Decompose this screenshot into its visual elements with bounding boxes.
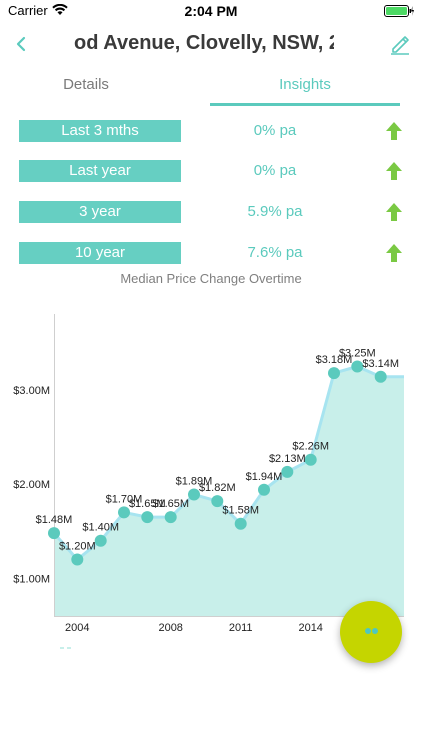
data-point[interactable] [71, 553, 84, 566]
stat-row-10-year: 10 year 7.6% pa [0, 242, 422, 264]
data-label: $1.89M [176, 476, 213, 488]
tab-insights[interactable]: Insights [279, 76, 331, 93]
y-axis-ticks: $1.00M $2.00M $3.00M [13, 385, 50, 585]
data-label: $1.40M [82, 522, 119, 534]
stat-label: Last year [19, 160, 181, 182]
carrier-label: Carrier [8, 3, 48, 18]
stat-value: 0% pa [253, 122, 297, 139]
data-label: $1.94M [246, 471, 283, 483]
chart-title: Median Price Change Overtime [120, 271, 302, 286]
arrow-up-icon [386, 122, 402, 140]
x-tick-label: 2008 [158, 622, 182, 634]
price-chart: $1.00M $2.00M $3.00M 2004 2008 2011 2014 $1.4… [0, 290, 422, 670]
data-point[interactable] [374, 370, 387, 383]
stat-value: 5.9% pa [247, 203, 303, 220]
tab-details[interactable]: Details [63, 76, 109, 93]
data-label: $3.25M [339, 348, 376, 360]
data-point[interactable] [328, 367, 340, 380]
stat-label: Last 3 mths [19, 120, 181, 142]
tab-selected-indicator [210, 103, 400, 106]
data-point[interactable] [141, 511, 154, 524]
y-tick-label: $2.00M [13, 479, 50, 491]
status-bar: Carrier 2:04 PM [0, 0, 422, 22]
battery-icon [384, 5, 414, 17]
data-points [48, 360, 387, 566]
data-label: $2.26M [292, 441, 329, 453]
data-label: $3.14M [362, 358, 399, 370]
data-label: $2.13M [269, 453, 306, 465]
data-point[interactable] [164, 511, 177, 524]
chart-line [52, 364, 404, 562]
page-title: od Avenue, Clovelly, NSW, 2 [74, 32, 334, 54]
arrow-up-icon [386, 203, 402, 221]
nav-bar: od Avenue, Clovelly, NSW, 2 [0, 22, 422, 66]
nav-title-container: od Avenue, Clovelly, NSW, 2 [44, 32, 334, 58]
data-point[interactable] [211, 495, 224, 508]
data-point[interactable] [281, 465, 294, 478]
x-tick-label: 2014 [298, 622, 322, 634]
x-axis-ticks: 2004 2008 2011 2014 [65, 622, 323, 634]
x-tick-label: 2004 [65, 622, 89, 634]
edit-button[interactable] [388, 32, 412, 56]
wifi-icon [52, 4, 68, 15]
stat-label: 3 year [19, 201, 181, 223]
stat-value: 0% pa [253, 162, 297, 179]
data-point[interactable] [118, 506, 130, 519]
data-label: $1.65M [129, 498, 166, 510]
stat-row-last-year: Last year 0% pa [0, 160, 422, 182]
data-label: $1.58M [222, 505, 259, 517]
tab-bar: Details Insights [0, 70, 422, 108]
arrow-up-icon [386, 162, 402, 180]
arrow-up-icon [386, 244, 402, 262]
back-button[interactable] [12, 32, 32, 56]
stat-value: 7.6% pa [247, 244, 303, 261]
pencil-icon [391, 36, 409, 55]
chart-area [54, 366, 404, 616]
data-point[interactable] [94, 534, 107, 547]
data-label: $1.70M [106, 493, 143, 505]
dot-icon [365, 628, 371, 634]
data-label: $1.65M [152, 498, 189, 510]
data-point[interactable] [351, 360, 364, 373]
data-point[interactable] [234, 517, 247, 530]
floating-action-button[interactable] [340, 601, 402, 663]
data-labels: $1.48M$1.20M$1.40M$1.70M$1.65M$1.65M$1.8… [36, 348, 399, 553]
y-tick-label: $1.00M [13, 573, 50, 585]
stat-row-last-3-months: Last 3 mths 0% pa [0, 120, 422, 142]
data-point[interactable] [258, 483, 270, 496]
data-label: $1.48M [36, 514, 73, 526]
price-chart-svg: $1.00M $2.00M $3.00M 2004 2008 2011 2014 $1.4… [13, 314, 404, 649]
dot-icon [372, 628, 378, 634]
stat-label: 10 year [19, 242, 181, 264]
status-time: 2:04 PM [184, 3, 238, 19]
chevron-left-icon [16, 36, 26, 52]
data-point[interactable] [188, 488, 200, 501]
data-point[interactable] [48, 527, 60, 540]
stat-row-3-year: 3 year 5.9% pa [0, 201, 422, 223]
data-point[interactable] [304, 453, 317, 466]
data-label: $1.20M [59, 541, 96, 553]
y-tick-label: $3.00M [13, 385, 50, 397]
data-label: $3.18M [316, 354, 353, 366]
x-tick-label: 2011 [229, 622, 253, 634]
data-label: $1.82M [199, 482, 236, 494]
